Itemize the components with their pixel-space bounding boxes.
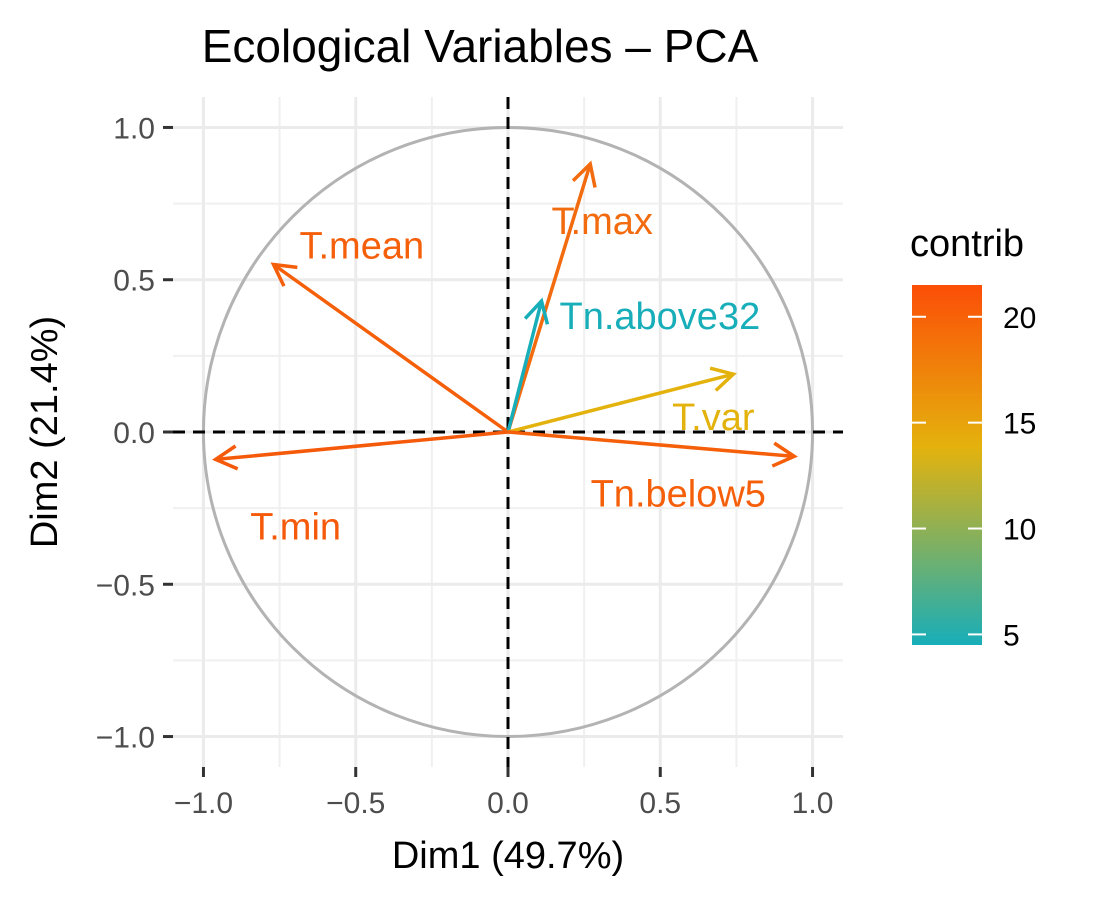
- label-tn-above32: Tn.above32: [560, 296, 761, 338]
- legend-title: contrib: [910, 223, 1024, 265]
- legend-label-2: 10: [1003, 514, 1036, 547]
- x-tick-label-1: −0.5: [326, 787, 385, 820]
- variable-arrows: [212, 160, 798, 471]
- legend-label-0: 20: [1003, 302, 1036, 335]
- arrowhead-tn-below5: [771, 441, 798, 468]
- arrowhead-t-min: [212, 444, 239, 471]
- x-axis-ticks: −1.0 −0.5 0.0 0.5 1.0: [174, 767, 834, 820]
- x-tick-label-3: 0.5: [639, 787, 681, 820]
- arrow-t-max: [506, 163, 592, 433]
- variable-labels: T.mean T.max Tn.above32 T.var T.min Tn.below5: [250, 201, 766, 548]
- label-t-min: T.min: [250, 506, 341, 548]
- arrow-tn-above32: [506, 300, 544, 433]
- label-t-max: T.max: [552, 201, 653, 243]
- arrowhead-tn-above32: [523, 297, 550, 325]
- legend-ticks: 20 15 10 5: [912, 302, 1036, 652]
- arrowhead-t-var: [709, 366, 737, 392]
- arrow-t-mean: [272, 263, 510, 434]
- label-t-mean: T.mean: [300, 226, 425, 268]
- label-tn-below5: Tn.below5: [591, 473, 766, 515]
- x-tick-label-0: −1.0: [174, 787, 233, 820]
- y-tick-label-3: 0.5: [113, 265, 155, 298]
- plot-panel: T.mean T.max Tn.above32 T.var T.min Tn.below5: [173, 97, 843, 767]
- x-tick-label-2: 0.0: [487, 787, 529, 820]
- y-axis-ticks: −1.0 −0.5 0.0 0.5 1.0: [96, 112, 173, 755]
- x-axis-title: Dim1 (49.7%): [392, 835, 624, 877]
- arrowhead-t-mean: [270, 262, 298, 287]
- y-tick-label-1: −0.5: [96, 569, 155, 602]
- y-axis-title: Dim2 (21.4%): [24, 316, 66, 548]
- legend-label-3: 5: [1003, 619, 1020, 652]
- arrow-tn-below5: [507, 430, 795, 459]
- y-tick-label-4: 1.0: [113, 112, 155, 145]
- arrow-t-min: [215, 430, 509, 462]
- contrib-legend: contrib 20 15 10 5: [910, 223, 1036, 652]
- legend-colorbar: [912, 285, 982, 645]
- label-t-var: T.var: [672, 397, 755, 439]
- y-tick-label-0: −1.0: [96, 722, 155, 755]
- arrow-t-var: [507, 372, 734, 434]
- legend-label-1: 15: [1003, 408, 1036, 441]
- arrowhead-t-max: [571, 160, 597, 188]
- y-tick-label-2: 0.0: [113, 417, 155, 450]
- x-tick-label-4: 1.0: [792, 787, 834, 820]
- chart-title: Ecological Variables – PCA: [202, 20, 759, 72]
